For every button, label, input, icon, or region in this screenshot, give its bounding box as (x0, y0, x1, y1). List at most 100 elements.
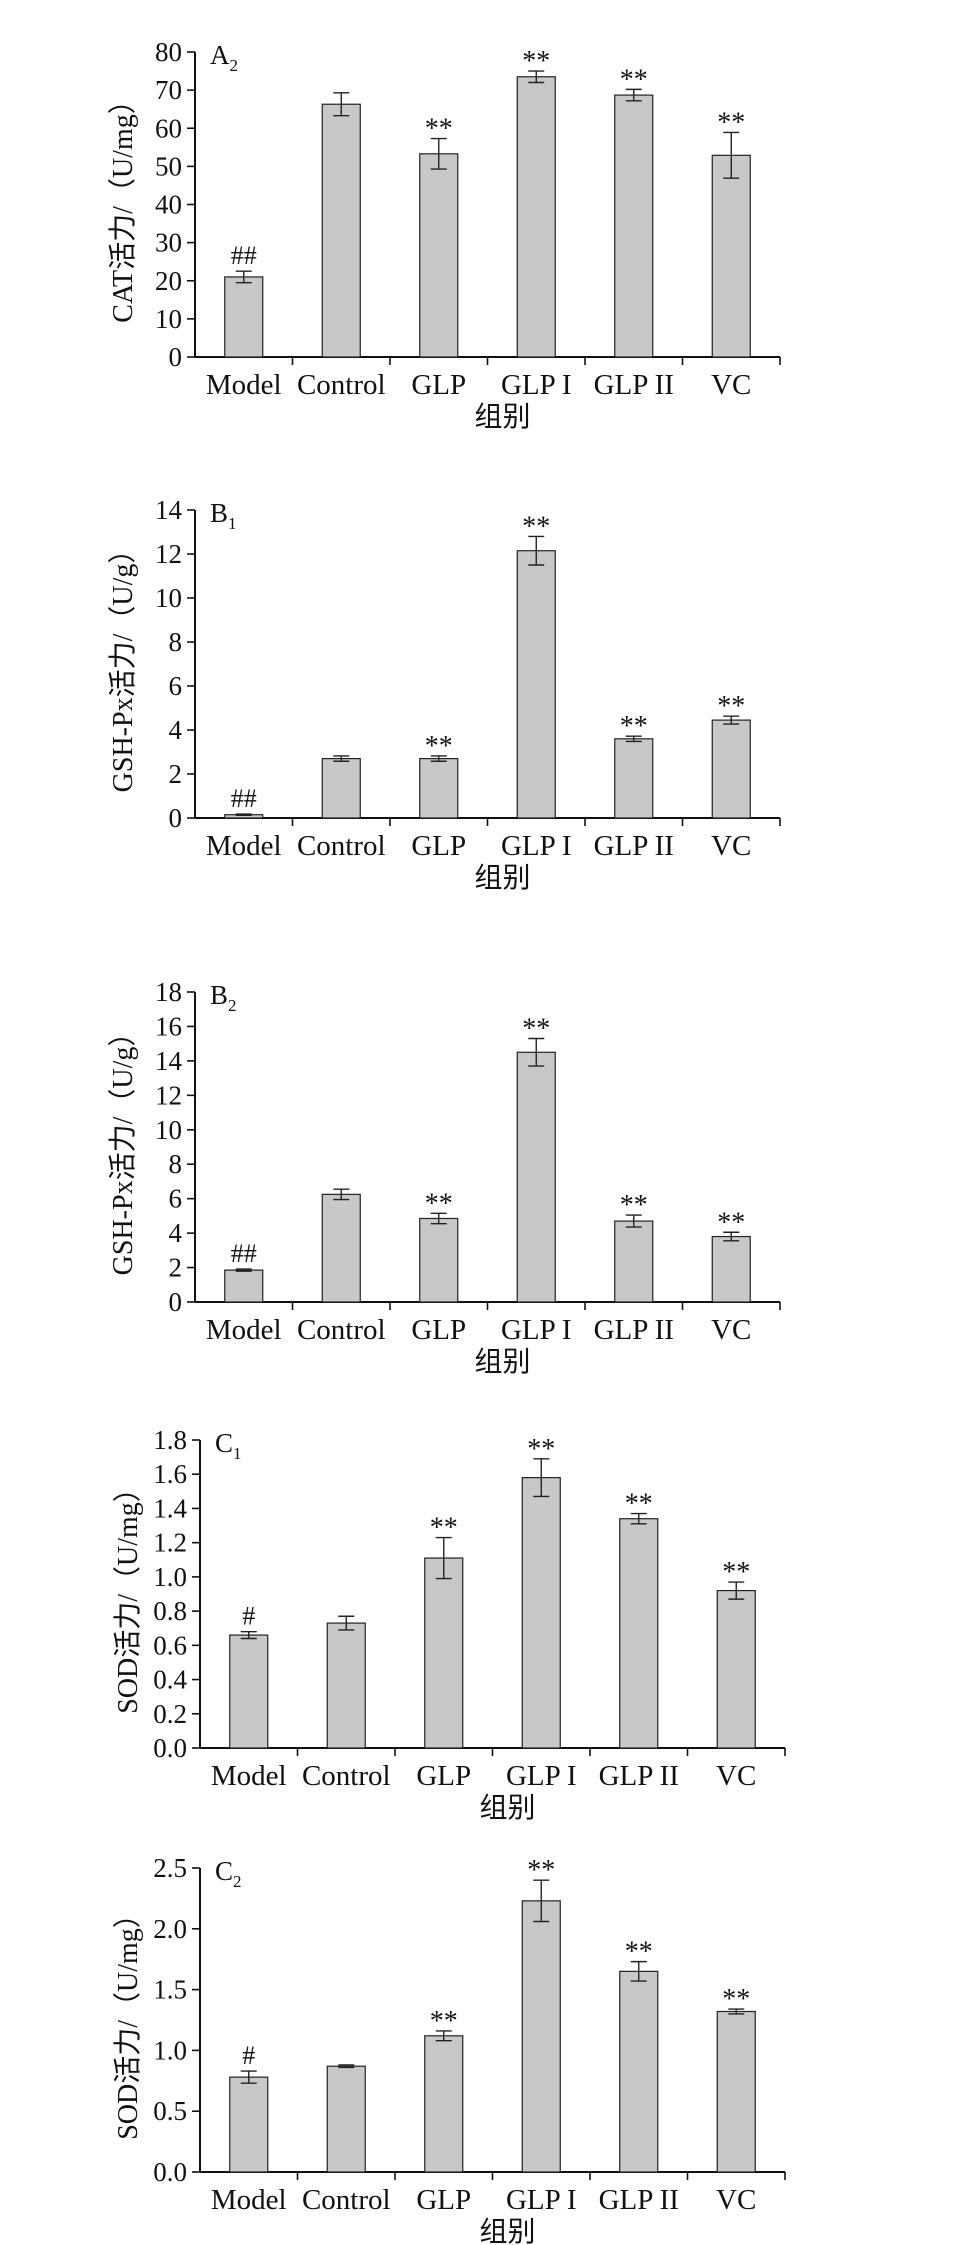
y-tick-label: 12 (155, 1080, 182, 1110)
bar-glp (419, 1217, 459, 1303)
y-tick-label: 1.0 (153, 2035, 187, 2065)
y-tick-label: 2 (169, 759, 183, 789)
significance-mark: ** (717, 107, 745, 138)
significance-mark: ** (522, 46, 550, 77)
y-axis-title: SOD活力/（U/mg） (112, 1900, 144, 2140)
significance-mark: ## (231, 241, 257, 270)
y-tick-label: 0.5 (153, 2096, 187, 2126)
panel-label-letter: A (210, 40, 230, 70)
significance-mark: ## (231, 1239, 257, 1268)
bar-vc (711, 1235, 751, 1303)
bar-control (326, 1622, 366, 1749)
x-tick-label: VC (716, 1760, 756, 1792)
y-tick-label: 0.2 (153, 1699, 187, 1729)
x-axis-title: 组别 (474, 401, 530, 433)
bar-glp-i (516, 76, 556, 358)
significance-mark: ** (430, 2006, 458, 2037)
x-tick-label: Model (206, 1314, 282, 1346)
x-tick-label: VC (716, 2184, 756, 2216)
significance-mark: ** (620, 64, 648, 95)
y-tick-label: 10 (155, 583, 182, 613)
bar-glp-ii (614, 1220, 654, 1303)
x-tick-label: GLP (416, 1760, 471, 1792)
significance-mark: ## (231, 784, 257, 813)
bar-vc (711, 719, 751, 819)
y-tick-label: 10 (155, 1115, 182, 1145)
y-tick-label: 0.6 (153, 1630, 187, 1660)
chart-panel: 0.0 0.5 1.0 1.5 2.0 2.5 # Model Control ** GLP ** GL… (112, 1853, 786, 2245)
x-tick-label: VC (711, 369, 751, 401)
bar-vc (716, 1589, 756, 1749)
chart-panel: 0 2 4 6 8 10 12 14 16 18 ## Model Control ** GLP ** GLP … (107, 977, 781, 1378)
bar-glp-i (521, 1477, 561, 1749)
y-tick-label: 30 (155, 228, 182, 258)
x-tick-label: GLP I (506, 2184, 577, 2216)
significance-mark: ** (527, 1855, 555, 1886)
x-tick-label: GLP I (501, 1314, 572, 1346)
significance-mark: ** (717, 1207, 745, 1238)
bar-model (229, 1634, 269, 1749)
bar-glp (424, 2035, 464, 2173)
significance-mark: ** (625, 1937, 653, 1968)
y-tick-label: 2.0 (153, 1914, 187, 1944)
panel-label: A2 (210, 40, 238, 75)
significance-mark: ** (620, 711, 648, 742)
bar-model (229, 2076, 269, 2173)
y-tick-label: 1.2 (153, 1528, 187, 1558)
y-tick-label: 1.5 (153, 1975, 187, 2005)
panel-label-subscript: 2 (230, 56, 239, 75)
x-axis-title: 组别 (479, 2216, 535, 2245)
bar-glp-i (521, 1900, 561, 2173)
x-tick-label: GLP (411, 369, 466, 401)
panel-label-letter: B (210, 980, 228, 1010)
y-tick-label: 1.4 (153, 1493, 187, 1523)
y-tick-label: 0.4 (153, 1665, 187, 1695)
x-tick-label: Model (206, 830, 282, 862)
y-tick-label: 4 (169, 1218, 183, 1248)
x-tick-label: Model (211, 2184, 287, 2216)
bar-control (321, 757, 361, 819)
x-tick-label: GLP I (501, 830, 572, 862)
x-tick-label: GLP I (506, 1760, 577, 1792)
significance-mark: ** (722, 1557, 750, 1588)
y-tick-label: 14 (155, 495, 183, 525)
x-tick-label: GLP II (599, 1760, 679, 1792)
y-tick-label: 1.6 (153, 1459, 187, 1489)
significance-mark: ** (717, 691, 745, 722)
y-tick-label: 1.8 (153, 1425, 187, 1455)
y-tick-label: 18 (155, 977, 182, 1007)
y-tick-label: 0 (169, 803, 183, 833)
y-tick-label: 0.0 (153, 2157, 187, 2187)
y-tick-label: 2.5 (153, 1853, 187, 1883)
y-tick-label: 16 (155, 1011, 182, 1041)
bar-control (321, 1193, 361, 1303)
panel-label-subscript: 1 (233, 1444, 242, 1463)
bar-glp-ii (619, 1970, 659, 2173)
chart-panel: 0 10 20 30 40 50 60 70 80 ## Model Control ** GLP ** GL… (107, 37, 781, 433)
bar-glp-ii (619, 1518, 659, 1749)
bar-model (224, 1269, 264, 1303)
y-tick-label: 50 (155, 151, 182, 181)
y-tick-label: 4 (169, 715, 183, 745)
x-axis-title: 组别 (474, 1346, 530, 1378)
significance-mark: ** (625, 1489, 653, 1520)
y-tick-label: 2 (169, 1253, 183, 1283)
chart-panel: 0.0 0.2 0.4 0.6 0.8 1.0 1.2 1.4 1.6 1.8 # Model Cont… (112, 1425, 786, 1824)
y-tick-label: 0 (169, 1287, 183, 1317)
y-tick-label: 40 (155, 190, 182, 220)
y-tick-label: 8 (169, 627, 183, 657)
x-tick-label: Model (206, 369, 282, 401)
significance-mark: ** (425, 114, 453, 145)
y-axis-title: CAT活力/（U/mg） (107, 86, 139, 322)
y-tick-label: 70 (155, 75, 182, 105)
y-tick-label: 8 (169, 1149, 183, 1179)
bar-control (326, 2065, 366, 2173)
bar-glp-ii (614, 738, 654, 819)
bar-vc (711, 154, 751, 358)
significance-mark: ** (620, 1190, 648, 1221)
x-tick-label: GLP II (599, 2184, 679, 2216)
x-tick-label: GLP II (594, 369, 674, 401)
y-tick-label: 6 (169, 1184, 183, 1214)
x-tick-label: GLP II (594, 830, 674, 862)
bar-glp-ii (614, 94, 654, 358)
